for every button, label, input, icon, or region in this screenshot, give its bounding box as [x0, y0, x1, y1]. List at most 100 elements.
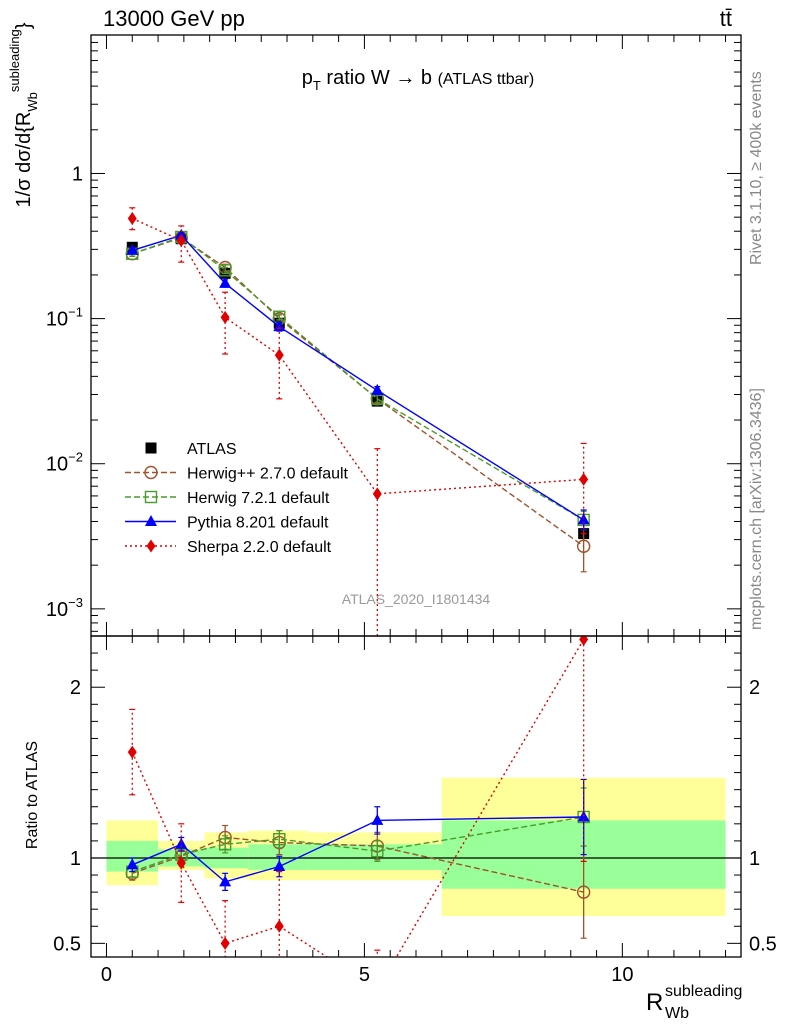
- ratio-point: [219, 875, 232, 887]
- y-tick-label: 10−3: [46, 595, 83, 621]
- ratio-series-pythia-8-201-default: [126, 778, 590, 892]
- y-tick-label: 1: [72, 163, 83, 185]
- y-tick-exponent: −1: [68, 305, 83, 320]
- y-label-subscript: Wb: [25, 92, 40, 112]
- data-point: [579, 472, 589, 486]
- data-point: [220, 310, 230, 324]
- y-label-end: }: [13, 22, 35, 29]
- y-tick-exponent: −2: [68, 450, 83, 465]
- series-sherpa-2-2-0-default: [127, 207, 589, 636]
- main-axes: 10−3 10−2 10−1 1: [46, 34, 742, 637]
- ratio-y-tick-label-right: 1: [749, 848, 760, 870]
- ratio-point: [273, 860, 286, 872]
- x-tick-label: 10: [611, 964, 633, 986]
- main-title: pT ratio W → b (ATLAS ttbar): [302, 67, 534, 93]
- data-point: [371, 383, 384, 395]
- x-axis-label-subscript: Wb: [665, 1005, 689, 1022]
- series-line: [132, 236, 585, 521]
- ratio-plot-area: [91, 636, 741, 996]
- ratio-line: [131, 816, 584, 883]
- ratio-point: [576, 885, 591, 899]
- ratio-point: [218, 838, 232, 851]
- title-text: ratio W → b: [321, 67, 438, 89]
- series-line: [132, 234, 585, 521]
- ratio-point: [273, 832, 286, 846]
- legend: ATLAS Herwig++ 2.7.0 default Herwig 7.2.1 …: [125, 441, 349, 556]
- x-axis-label-superscript: subleading: [665, 983, 742, 1000]
- ratio-y-axis-label: Ratio to ATLAS: [24, 741, 41, 849]
- ratio-line: [131, 639, 585, 957]
- ratio-point: [220, 936, 230, 950]
- legend-marker: [145, 442, 157, 454]
- ratio-y-tick-label: 1: [70, 848, 81, 870]
- legend-label: Herwig 7.2.1 default: [187, 490, 330, 507]
- series-pythia-8-201-default: [126, 228, 590, 531]
- x-tick-label: 5: [359, 964, 370, 986]
- y-tick-label: 10−1: [46, 305, 83, 331]
- process-label: tt̄: [720, 6, 732, 31]
- ratio-series-sherpa-2-2-0-default: [127, 636, 589, 996]
- legend-entry: Herwig 7.2.1 default: [125, 490, 330, 507]
- legend-label: Sherpa 2.2.0 default: [187, 539, 332, 556]
- ratio-point: [371, 844, 384, 858]
- data-point: [219, 276, 232, 288]
- legend-marker: [145, 515, 157, 526]
- data-point: [577, 513, 590, 525]
- x-tick-label: 0: [101, 964, 112, 986]
- ratio-point: [373, 983, 382, 996]
- data-point: [126, 243, 139, 255]
- legend-marker: [146, 539, 156, 553]
- main-plot-area: [125, 207, 591, 636]
- data-point: [127, 211, 137, 225]
- legend-entry: Pythia 8.201 default: [125, 515, 329, 532]
- legend-marker: [144, 465, 158, 480]
- ratio-point: [127, 745, 137, 759]
- data-point: [176, 234, 186, 248]
- x-axis-label-text: R: [646, 989, 663, 1016]
- ratio-point: [175, 837, 188, 849]
- ratio-series-group: [125, 636, 591, 996]
- collision-label: 13000 GeV pp: [103, 6, 245, 31]
- series-line: [131, 217, 584, 495]
- legend-entry: ATLAS: [145, 441, 237, 458]
- ratio-point: [176, 856, 186, 870]
- data-point: [274, 348, 284, 362]
- ratio-y-tick-label: 0.5: [53, 933, 81, 955]
- title-subscript: T: [313, 78, 321, 93]
- ratio-line: [132, 836, 584, 893]
- mcplots-label: mcplots.cern.ch [arXiv:1306.3436]: [748, 388, 765, 630]
- series-line: [132, 237, 585, 547]
- y-label-superscript: subleading: [7, 29, 22, 92]
- legend-label: Herwig++ 2.7.0 default: [187, 466, 349, 483]
- title-text: p: [302, 67, 313, 89]
- y-tick-label: 10−2: [46, 450, 83, 476]
- ratio-y-tick-label: 2: [70, 677, 81, 699]
- title-text: (ATLAS ttbar): [438, 71, 535, 88]
- series-herwig-7-2-1-default: [126, 230, 590, 531]
- legend-entry: Sherpa 2.2.0 default: [125, 539, 332, 556]
- ratio-line: [132, 816, 584, 873]
- data-point: [576, 539, 591, 553]
- legend-marker: [144, 490, 158, 504]
- ratio-axes: 0.5 0.5 1 1 2 2 0 5 10: [53, 635, 777, 986]
- legend-entry: Herwig++ 2.7.0 default: [125, 466, 349, 483]
- y-tick-exponent: −3: [68, 595, 83, 610]
- data-point: [218, 264, 232, 277]
- ratio-point: [126, 858, 139, 870]
- ratio-uncertainty-bands: [106, 777, 726, 917]
- ratio-point: [579, 636, 589, 646]
- rivet-label: Rivet 3.1.10, ≥ 400k events: [748, 71, 765, 265]
- ratio-y-tick-label-right: 0.5: [749, 933, 777, 955]
- main-y-axis-label: 1/σ dσ/d{RWbsubleading}: [7, 22, 40, 207]
- main-y-axis-label-text: 1/σ dσ/d{RWbsubleading}: [7, 22, 40, 207]
- ratio-point: [274, 919, 284, 933]
- legend-label: ATLAS: [187, 441, 237, 458]
- watermark: ATLAS_2020_I1801434: [342, 591, 491, 607]
- ratio-point: [371, 813, 384, 825]
- main-panel: pT ratio W → b (ATLAS ttbar) ATLAS_2020_…: [7, 22, 742, 637]
- data-point: [372, 487, 382, 501]
- ratio-y-tick-label-right: 2: [749, 677, 760, 699]
